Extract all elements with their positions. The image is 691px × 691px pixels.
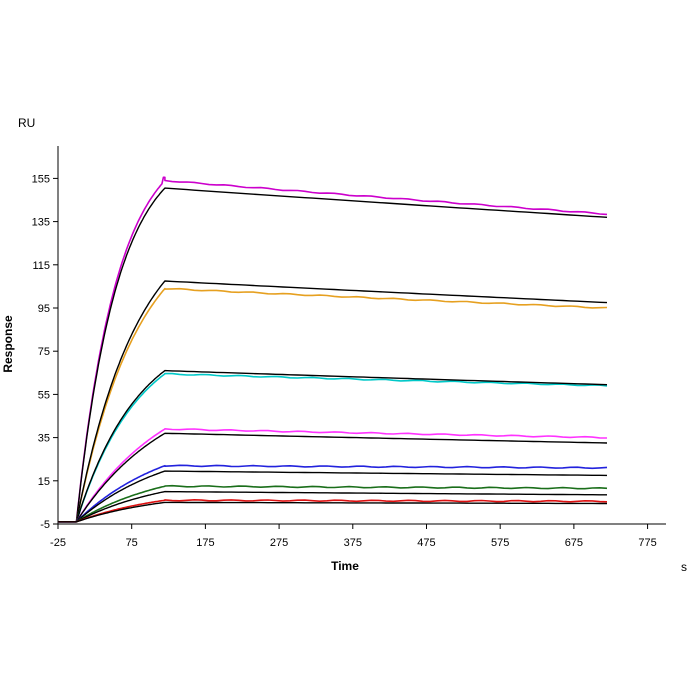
x-unit-label: s <box>681 560 687 574</box>
y-unit-label: RU <box>18 116 35 130</box>
x-tick-label: 675 <box>565 537 583 549</box>
data-curve-data-7 <box>58 499 608 523</box>
x-tick-label: 475 <box>417 537 435 549</box>
y-tick-label: 55 <box>38 389 50 401</box>
data-curve-data-2 <box>58 287 608 523</box>
data-curve-data-1 <box>58 176 608 523</box>
fit-curve-fit-1 <box>58 187 608 523</box>
x-axis-title: Time <box>331 559 359 573</box>
y-tick-label: -5 <box>40 519 50 531</box>
fit-curve-fit-4 <box>58 432 608 523</box>
y-tick-label: 95 <box>38 303 50 315</box>
data-curve-data-5 <box>58 464 608 523</box>
y-tick-label: 35 <box>38 433 50 445</box>
y-tick-label: 115 <box>32 260 50 272</box>
fit-curve-fit-3 <box>58 369 608 523</box>
y-tick-label: 135 <box>32 217 50 229</box>
x-tick-label: -25 <box>50 537 66 549</box>
y-tick-label: 155 <box>32 173 50 185</box>
y-tick-label: 15 <box>38 476 50 488</box>
data-curve-data-6 <box>58 484 608 523</box>
fit-curve-fit-7 <box>58 501 607 523</box>
x-tick-label: 375 <box>344 537 362 549</box>
x-tick-label: 175 <box>196 537 214 549</box>
data-curve-data-4 <box>58 428 608 523</box>
axis-ticks: -25 75 175 275 375 475 575 675 775 -5 15 35 55 75 95 11… <box>32 173 657 549</box>
x-tick-label: 75 <box>126 537 138 549</box>
fit-curve-fit-2 <box>58 280 608 523</box>
fit-curve-fit-6 <box>58 490 607 523</box>
y-axis-title: Response <box>1 315 15 373</box>
series-group <box>58 176 608 523</box>
fit-curve-fit-5 <box>58 470 608 523</box>
x-tick-label: 575 <box>491 537 509 549</box>
y-tick-label: 75 <box>38 346 50 358</box>
x-tick-label: 775 <box>638 537 656 549</box>
x-tick-label: 275 <box>270 537 288 549</box>
